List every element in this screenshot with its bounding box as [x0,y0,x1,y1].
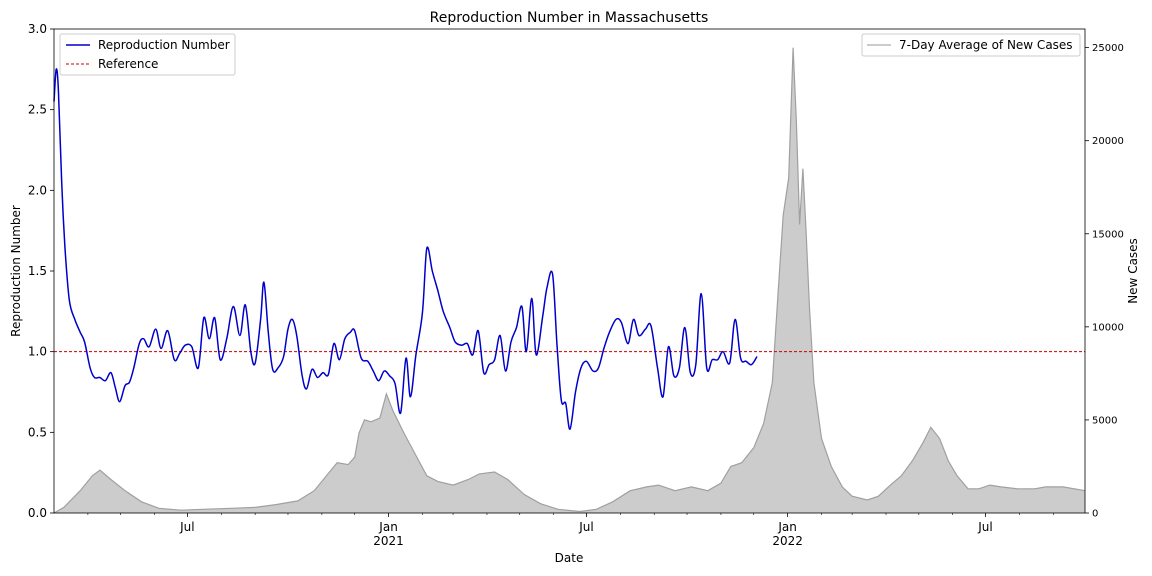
cases-layer [53,47,1086,514]
legend-label-reference: Reference [98,57,158,71]
y-tick-label: 2.0 [28,183,47,197]
x-tick-year-label: 2022 [772,534,803,548]
y-axis-label: Reproduction Number [9,205,23,337]
y-tick-label: 1.5 [28,264,47,278]
y2-tick-label: 15000 [1092,229,1124,240]
y-tick-label: 0.0 [28,506,47,520]
legend-label-rt: Reproduction Number [98,38,230,52]
x-tick-label: Jul [578,520,593,534]
x-tick-year-label: 2021 [373,534,404,548]
y2-tick-label: 0 [1092,509,1098,520]
x-axis-label: Date [555,551,584,565]
y2-tick-label: 20000 [1092,136,1124,147]
y-axis-ticks: 0.0 0.5 1.0 1.5 2.0 2.5 3.0 [28,22,54,520]
rt-layer [53,68,758,430]
y-tick-label: 2.5 [28,103,47,117]
x-tick-label: Jul [977,520,992,534]
x-tick-label: Jan [378,520,398,534]
legend-label-cases: 7-Day Average of New Cases [899,38,1073,52]
y-tick-label: 1.0 [28,345,47,359]
y2-tick-label: 5000 [1092,415,1117,426]
y2-axis-ticks: 0 5000 10000 15000 20000 25000 [1085,43,1124,520]
y-tick-label: 0.5 [28,425,47,439]
y-tick-label: 3.0 [28,22,47,36]
y2-tick-label: 25000 [1092,43,1124,54]
chart-title: Reproduction Number in Massachusetts [430,10,709,26]
x-tick-label: Jul [179,520,194,534]
y2-axis-label: New Cases [1126,238,1140,304]
series-cases-line [53,47,1086,514]
legend-right: 7-Day Average of New Cases [861,33,1081,57]
legend-right-box [861,33,1081,57]
x-tick-label: Jan [777,520,797,534]
legend-left: Reproduction Number Reference [59,33,236,76]
y2-tick-label: 10000 [1092,322,1124,333]
series-rt-line [53,68,758,430]
legend-left-box [59,33,236,76]
